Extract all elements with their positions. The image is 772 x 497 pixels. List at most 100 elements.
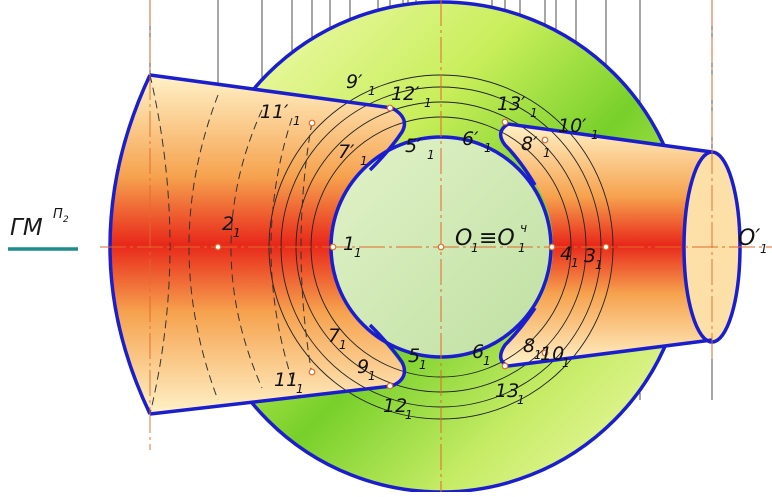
point-label-10p: 10′ 1 <box>558 115 599 142</box>
cone-generatrix-top-right <box>498 122 713 186</box>
point-label-11: 111 <box>274 369 304 396</box>
point-marker-11 <box>308 368 316 376</box>
center-marker <box>437 243 445 251</box>
point-label-1: 11 <box>343 233 362 260</box>
dashed-arc <box>188 94 219 401</box>
point-label-main: 3 <box>584 245 596 267</box>
point-label-sub: 1 <box>543 146 551 160</box>
point-label-main: 13 <box>495 380 519 402</box>
point-label-sub: 1 <box>571 256 579 270</box>
point-label-sub: 1 <box>339 338 347 352</box>
point-label-main: 13′ <box>497 93 526 115</box>
point-label-main: 12′ <box>391 83 420 105</box>
point-label-main: 6′ <box>462 128 479 150</box>
point-label-main: 4 <box>560 243 572 265</box>
plane-label-sup-sub: 2 <box>63 215 69 225</box>
point-label-2: 21 <box>222 213 241 240</box>
point-label-13: 131 <box>495 380 525 407</box>
point-label-3: 31 <box>584 245 603 272</box>
point-label-sub: 1 <box>419 358 427 372</box>
point-label-sub: 1 <box>360 154 368 168</box>
point-label-9: 91 <box>357 356 376 383</box>
point-label-4: 41 <box>560 243 579 270</box>
point-label-sub: 1 <box>591 128 599 142</box>
point-markers <box>214 104 610 390</box>
dashed-arc <box>149 74 171 415</box>
point-label-main: 1 <box>343 233 355 255</box>
point-label-sub: 1 <box>427 148 435 162</box>
plane-label-main: ГМ <box>10 215 43 241</box>
center-label-right-sub: 1 <box>518 241 526 255</box>
point-label-main: 11 <box>274 369 298 391</box>
point-label-main: 5 <box>408 345 420 367</box>
point-label-12p: 12′ 1 <box>391 83 432 110</box>
point-label-main: 11′ <box>260 101 289 123</box>
cone-generatrix-bottom-left <box>149 323 407 416</box>
dashed-arc <box>230 109 263 389</box>
point-label-main: 2 <box>222 213 234 235</box>
point-label-5: 51 <box>408 345 427 372</box>
apex-label-sub: 1 <box>760 242 768 256</box>
apex-label-main: O′ <box>738 226 760 251</box>
point-label-6p: 6′ 1 <box>462 128 492 155</box>
point-label-11p: 11′ 1 <box>260 101 301 128</box>
cone-generatrix-top-left <box>149 73 407 172</box>
center-label-left: O <box>455 226 472 251</box>
apex-label: O′ 1 <box>738 226 768 256</box>
point-label-6: 61 <box>472 341 491 368</box>
point-label-main: 6 <box>472 341 484 363</box>
point-marker-1 <box>329 243 337 251</box>
dashed-section-arcs <box>149 74 313 415</box>
center-label-right-sup: ч <box>520 221 527 235</box>
point-label-13p: 13′ 1 <box>497 93 538 120</box>
point-label-8p: 8′ 1 <box>521 133 551 160</box>
point-label-sub: 1 <box>530 106 538 120</box>
dashed-arc <box>270 117 293 381</box>
point-label-main: 7 <box>328 325 340 347</box>
point-label-5p: 5′ 1 <box>405 135 435 162</box>
point-label-sub: 1 <box>595 258 603 272</box>
plane-label: ГМ П 2 <box>8 207 78 251</box>
point-label-main: 8′ <box>521 133 538 155</box>
point-label-sub: 1 <box>405 408 413 422</box>
point-label-main: 9 <box>357 356 369 378</box>
point-label-sub: 1 <box>368 84 376 98</box>
point-marker-13 <box>501 362 509 370</box>
point-label-sub: 1 <box>293 114 301 128</box>
point-label-sub: 1 <box>484 141 492 155</box>
center-label-left-sub: 1 <box>471 241 479 255</box>
point-label-main: 8 <box>523 335 535 357</box>
point-label-sub: 1 <box>296 382 304 396</box>
point-label-sub: 1 <box>424 96 432 110</box>
point-label-main: 9′ <box>346 71 363 93</box>
point-label-7p: 7′ 1 <box>338 141 368 168</box>
point-marker-11p <box>308 119 316 127</box>
center-label-equiv: ≡O <box>479 226 515 251</box>
dashed-arc <box>300 121 313 376</box>
point-marker-3 <box>602 243 610 251</box>
point-label-main: 12 <box>383 395 407 417</box>
point-marker-2 <box>214 243 222 251</box>
point-label-8: 81 <box>523 335 542 362</box>
point-marker-4 <box>548 243 556 251</box>
point-label-sub: 1 <box>517 393 525 407</box>
point-marker-12 <box>386 382 394 390</box>
center-label: O 1 ≡O 1 ч <box>455 221 527 255</box>
point-label-sub: 1 <box>483 354 491 368</box>
cone-body <box>110 75 405 414</box>
point-label-sub: 1 <box>354 246 362 260</box>
point-marker-13p <box>501 118 509 126</box>
point-label-sub: 1 <box>534 348 542 362</box>
point-label-main: 10 <box>540 343 564 365</box>
point-marker-10 <box>541 349 549 357</box>
point-label-9p: 9′ 1 <box>346 71 376 98</box>
point-label-main: 10′ <box>558 115 587 137</box>
point-label-10: 101 <box>540 343 570 370</box>
plane-label-sup: П <box>53 207 63 222</box>
point-marker-10p <box>541 136 549 144</box>
point-label-main: 5′ <box>405 135 422 157</box>
point-label-sub: 1 <box>233 226 241 240</box>
